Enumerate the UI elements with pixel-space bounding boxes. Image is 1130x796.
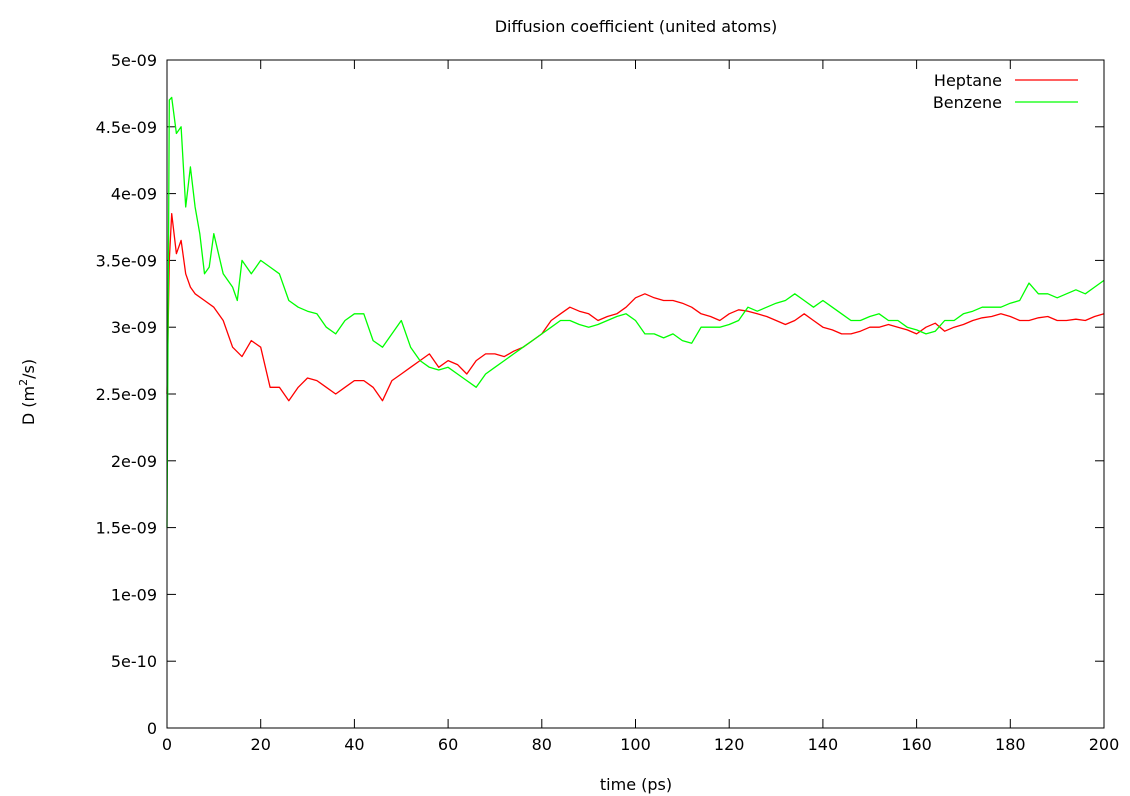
plot-frame: [166, 59, 1105, 729]
y-axis-label-suffix: /s): [19, 359, 38, 379]
y-axis-label-superscript: 2: [17, 379, 30, 386]
series-line-heptane: [166, 212, 1105, 402]
y-tick-label: 5e-09: [111, 51, 157, 70]
y-tick-label: 2.5e-09: [96, 385, 157, 404]
x-tick-label: 160: [901, 735, 932, 754]
y-tick-label: 4e-09: [111, 185, 157, 204]
x-axis-label: time (ps): [600, 775, 672, 794]
legend-label-heptane: Heptane: [934, 71, 1002, 90]
y-tick-label: 5e-10: [111, 652, 157, 671]
chart-title: Diffusion coefficient (united atoms): [495, 17, 778, 36]
y-tick-label: 2e-09: [111, 452, 157, 471]
y-tick-label: 0: [147, 719, 157, 738]
legend: Heptane Benzene: [933, 71, 1078, 112]
y-axis-ticks: 0 5e-10 1e-09 1.5e-09 2e-09 2.5e-09 3e-09 3.5e-…: [96, 51, 1104, 738]
y-tick-label: 3e-09: [111, 318, 157, 337]
x-tick-label: 120: [714, 735, 745, 754]
series-layer: [166, 96, 1105, 528]
x-tick-label: 180: [995, 735, 1026, 754]
y-tick-label: 1.5e-09: [96, 519, 157, 538]
x-tick-label: 100: [620, 735, 651, 754]
x-tick-label: 20: [251, 735, 271, 754]
x-tick-label: 140: [808, 735, 839, 754]
y-tick-label: 4.5e-09: [96, 118, 157, 137]
x-axis-ticks: 0 20 40 60 80 100 120 140 160 180 200: [162, 60, 1119, 754]
x-tick-label: 60: [438, 735, 458, 754]
x-tick-label: 40: [344, 735, 364, 754]
series-line-benzene: [166, 96, 1105, 528]
y-tick-label: 3.5e-09: [96, 251, 157, 270]
x-tick-label: 80: [532, 735, 552, 754]
x-tick-label: 200: [1089, 735, 1120, 754]
y-axis-label: D (m2/s): [17, 359, 38, 425]
y-tick-label: 1e-09: [111, 585, 157, 604]
x-tick-label: 0: [162, 735, 172, 754]
y-axis-label-prefix: D (m: [19, 386, 38, 425]
legend-label-benzene: Benzene: [933, 93, 1002, 112]
